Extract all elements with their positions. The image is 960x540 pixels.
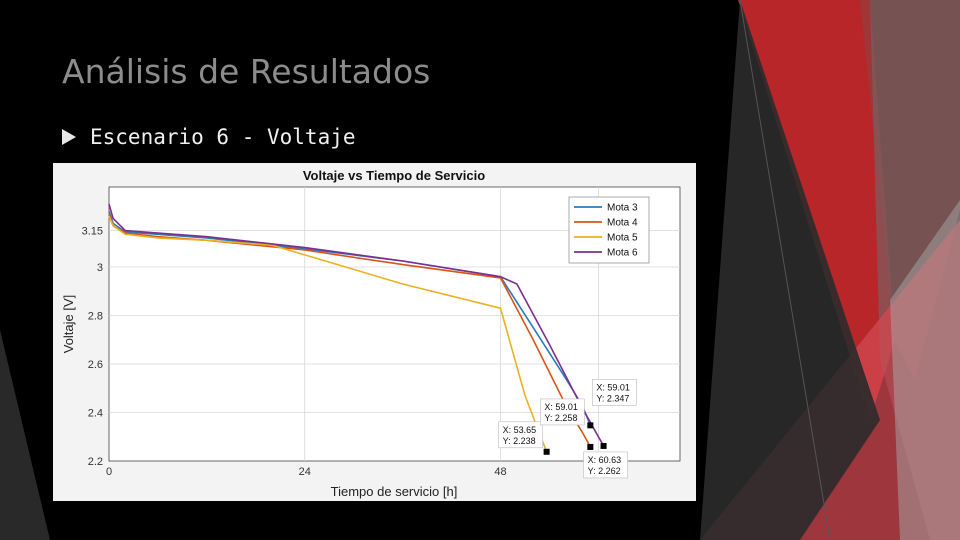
legend-entry: Mota 5 [607, 233, 638, 244]
datatip-marker[interactable] [587, 422, 594, 429]
datatip-box [540, 398, 585, 426]
triangle-bullet-icon [62, 129, 76, 145]
datatip-y: Y: 2.258 [544, 413, 577, 423]
bullet-text: Escenario 6 - Voltaje [90, 125, 356, 149]
series-line-mota-5 [108, 215, 548, 453]
chart-title: Voltaje vs Tiempo de Servicio [303, 168, 485, 183]
datatip-y: Y: 2.262 [588, 466, 621, 476]
y-tick-label: 3.15 [82, 226, 103, 238]
voltage-chart: 02448602.22.42.62.833.15 X: 59.01Y: 2.34… [61, 168, 681, 499]
legend-entry: Mota 6 [607, 248, 638, 259]
datatip-x: X: 60.63 [588, 455, 622, 465]
legend-entry: Mota 4 [607, 218, 638, 229]
series-line-mota-6 [108, 203, 605, 447]
bullet-item: Escenario 6 - Voltaje [62, 120, 356, 154]
chart-panel: 02448602.22.42.62.833.15 X: 59.01Y: 2.34… [53, 163, 696, 501]
decor-facet-left [0, 330, 50, 540]
datatip-box [592, 379, 637, 406]
datatip-box [498, 421, 543, 449]
legend: Mota 3 Mota 4 Mota 5 Mota 6 [568, 196, 650, 264]
datatip-marker[interactable] [587, 443, 594, 450]
decor-facet-light [890, 200, 960, 540]
tick-labels: 02448602.22.42.62.833.15 [82, 226, 605, 478]
datatip-marker[interactable] [600, 442, 607, 449]
datatip-marker[interactable] [543, 448, 550, 455]
x-axis-label: Tiempo de servicio [h] [331, 484, 458, 499]
x-tick-label: 24 [299, 466, 311, 478]
slide-title: Análisis de Resultados [62, 52, 431, 91]
datatip-x: X: 59.01 [544, 402, 578, 412]
decor-line [739, 0, 831, 540]
y-tick-label: 2.4 [88, 408, 103, 420]
decor-facet-dark [700, 0, 880, 540]
y-tick-label: 3 [97, 262, 103, 274]
y-tick-label: 2.2 [88, 456, 103, 468]
x-tick-label: 0 [106, 466, 112, 478]
datatip-x: X: 53.65 [503, 425, 537, 435]
datatip-y: Y: 2.238 [503, 436, 536, 446]
y-tick-label: 2.8 [88, 311, 103, 323]
x-tick-label: 48 [494, 466, 506, 478]
datatip-y: Y: 2.347 [596, 393, 629, 403]
y-axis-label: Voltaje [V] [61, 295, 76, 354]
decor-facet-red [738, 0, 895, 420]
legend-entry: Mota 3 [607, 203, 638, 214]
datatip-x: X: 59.01 [596, 382, 630, 392]
datatip-box [583, 451, 628, 479]
y-tick-label: 2.6 [88, 359, 103, 371]
